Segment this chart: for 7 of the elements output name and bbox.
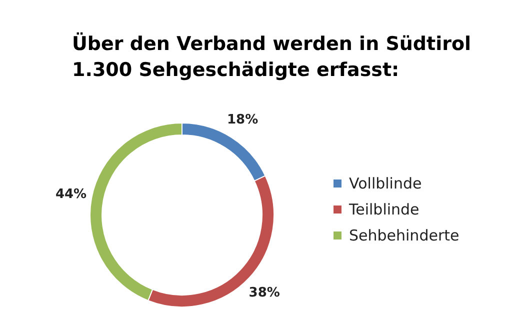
chart-title: Über den Verband werden in Südtirol 1.300 Sehgeschädigte erfasst: — [72, 32, 472, 81]
legend-label: Sehbehinderte — [349, 226, 460, 244]
data-label: 18% — [226, 112, 258, 128]
legend-label: Teilblinde — [348, 200, 420, 218]
data-label: 44% — [55, 186, 87, 202]
data-label: 38% — [248, 285, 280, 300]
legend-label: Vollblinde — [349, 174, 422, 192]
